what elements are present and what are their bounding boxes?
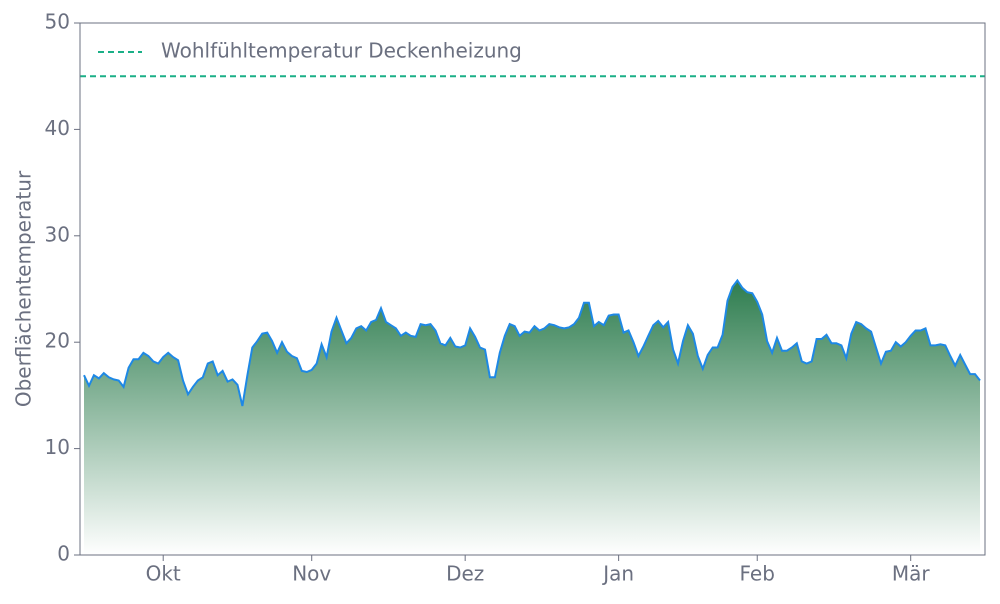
y-tick-label: 30: [45, 222, 70, 246]
y-tick-label: 20: [45, 329, 70, 353]
y-tick-label: 0: [57, 542, 70, 566]
y-tick-label: 50: [45, 10, 70, 34]
y-tick-label: 10: [45, 435, 70, 459]
plot-frame: [79, 22, 986, 556]
y-tick-label: 40: [45, 116, 70, 140]
area-fill: [84, 280, 980, 555]
x-tick-label: Okt: [146, 562, 181, 586]
x-tick-label: Nov: [292, 562, 331, 586]
x-tick-label: Mär: [892, 562, 931, 586]
x-tick-label: Feb: [740, 562, 775, 586]
y-axis-label: Oberflächentemperatur: [12, 170, 36, 407]
x-tick-label: Jan: [601, 562, 634, 586]
legend-label: Wohlfühltemperatur Deckenheizung: [161, 39, 522, 63]
line: [83, 278, 981, 407]
x-tick-label: Dez: [446, 562, 484, 586]
